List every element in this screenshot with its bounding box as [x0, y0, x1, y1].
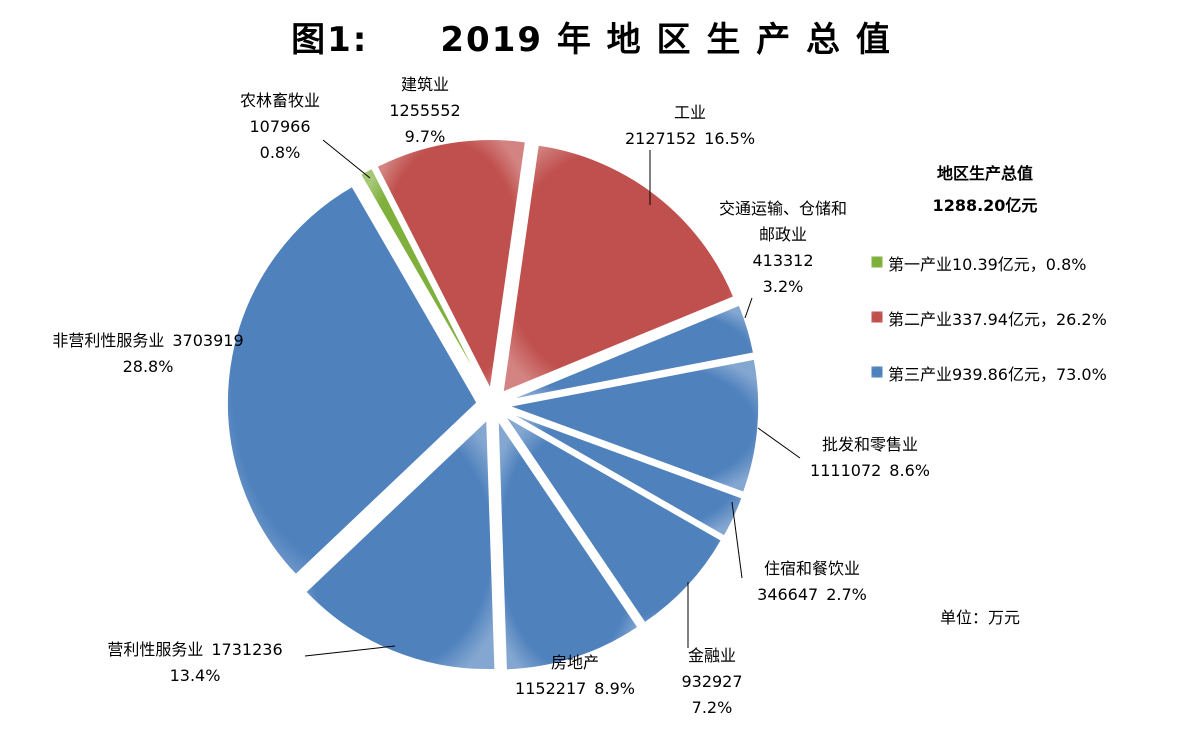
- label-row: 住宿和餐饮业: [757, 556, 867, 582]
- legend-total: 1288.20亿元: [932, 196, 1038, 215]
- slice-label-percent: 13.4%: [169, 666, 221, 685]
- slice-label-name: 营利性服务业: [107, 640, 204, 659]
- slice-label-percent: 7.2%: [691, 698, 733, 717]
- slice-label-percent: 16.5%: [704, 129, 756, 148]
- slice-label-value: 1152217: [515, 679, 587, 698]
- pie-slice: [226, 185, 479, 576]
- label-row: 3.2%: [713, 274, 853, 300]
- slice-label-value: 1731236: [211, 640, 283, 659]
- label-row: 9.7%: [389, 124, 460, 150]
- pie-slice: [501, 144, 735, 394]
- slice-label: 批发和零售业 1111072 8.6%: [810, 432, 930, 484]
- slice-label: 非营利性服务业 3703919 28.8%: [52, 328, 243, 380]
- slice-label-value: 107966: [249, 117, 311, 136]
- slice-label: 工业 2127152 16.5%: [625, 100, 755, 152]
- pie-slice: [304, 418, 496, 671]
- leader-line: [731, 501, 743, 579]
- label-row: 13.4%: [107, 663, 282, 689]
- slice-label-value: 413312: [752, 251, 814, 270]
- slice-label: 房地产 1152217 8.9%: [515, 650, 635, 702]
- pie-slice: [506, 358, 760, 494]
- legend-swatch: [871, 311, 883, 323]
- leader-line: [757, 427, 801, 459]
- label-row: 交通运输、仓储和邮政业: [713, 196, 853, 248]
- legend-title: 地区生产总值: [936, 164, 1034, 183]
- label-row: 农林畜牧业: [240, 88, 320, 114]
- label-row: 1111072 8.6%: [810, 458, 930, 484]
- label-row: 1255552: [389, 98, 460, 124]
- unit-note: 单位：万元: [940, 608, 1021, 627]
- label-row: 建筑业: [389, 72, 460, 98]
- slice-label-percent: 3.2%: [762, 277, 804, 296]
- label-row: 工业: [625, 100, 755, 126]
- slice-label: 营利性服务业 1731236 13.4%: [107, 637, 282, 689]
- slice-label: 金融业 932927 7.2%: [681, 643, 742, 721]
- slice-label-percent: 9.7%: [404, 127, 446, 146]
- label-row: 房地产: [515, 650, 635, 676]
- slice-label-value: 1111072: [810, 461, 882, 480]
- slice-label-value: 1255552: [389, 101, 461, 120]
- label-row: 413312: [713, 248, 853, 274]
- slice-label: 农林畜牧业 107966 0.8%: [240, 88, 320, 166]
- leader-line: [304, 645, 396, 657]
- label-row: 932927: [681, 669, 742, 695]
- label-row: 批发和零售业: [810, 432, 930, 458]
- legend-swatch: [871, 256, 883, 268]
- slice-label: 建筑业 1255552 9.7%: [389, 72, 460, 150]
- legend-label: 第二产业337.94亿元，26.2%: [888, 310, 1107, 329]
- leader-line: [744, 297, 753, 319]
- slice-label-name: 建筑业: [400, 75, 450, 94]
- slice-label-value: 346647: [757, 585, 819, 604]
- label-row: 7.2%: [681, 695, 742, 721]
- label-row: 2127152 16.5%: [625, 126, 755, 152]
- label-row: 非营利性服务业 3703919: [52, 328, 243, 354]
- slice-label-value: 932927: [681, 672, 743, 691]
- slice-label-percent: 0.8%: [259, 143, 301, 162]
- slice-label-name: 房地产: [550, 653, 600, 672]
- label-row: 1152217 8.9%: [515, 676, 635, 702]
- slice-label-value: 3703919: [172, 331, 244, 350]
- slice-label-name: 住宿和餐饮业: [763, 559, 861, 578]
- slice-label-value: 2127152: [624, 129, 697, 148]
- pie-slice: [359, 167, 487, 392]
- slice-label-percent: 28.8%: [122, 357, 174, 376]
- label-row: 0.8%: [240, 140, 320, 166]
- slice-label-name: 农林畜牧业: [239, 91, 321, 110]
- slice-label-name: 非营利性服务业: [52, 331, 165, 350]
- label-row: 金融业: [681, 643, 742, 669]
- label-row: 营利性服务业 1731236: [107, 637, 282, 663]
- slice-label-percent: 8.6%: [889, 461, 930, 480]
- leader-line: [322, 139, 371, 179]
- slice-label-name: 工业: [673, 103, 706, 122]
- legend-swatch: [871, 366, 883, 378]
- slice-label-percent: 8.9%: [594, 679, 635, 698]
- legend-label: 第三产业939.86亿元，73.0%: [888, 365, 1107, 384]
- slice-label: 住宿和餐饮业 346647 2.7%: [757, 556, 867, 608]
- label-row: 346647 2.7%: [757, 582, 867, 608]
- label-row: 107966: [240, 114, 320, 140]
- slice-label-name: 批发和零售业: [821, 435, 919, 454]
- pie-slice: [497, 417, 640, 671]
- slice-label: 交通运输、仓储和邮政业 413312 3.2%: [713, 196, 853, 300]
- pie-slice: [508, 303, 755, 402]
- slice-label-name: 金融业: [687, 646, 737, 665]
- chart-title: 图1: 2019 年 地 区 生 产 总 值: [291, 20, 892, 60]
- slice-label-name: 交通运输、仓储和邮政业: [718, 199, 847, 244]
- pie-slice: [375, 138, 527, 392]
- legend-label: 第一产业10.39亿元，0.8%: [888, 255, 1087, 274]
- slice-label-percent: 2.7%: [826, 585, 867, 604]
- label-row: 28.8%: [52, 354, 243, 380]
